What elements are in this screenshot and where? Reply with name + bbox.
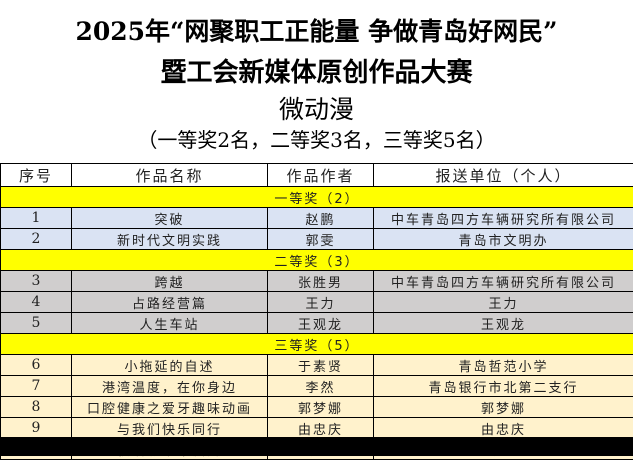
title-line-1: 2025年“网聚职工正能量 争做青岛好网民” <box>0 12 633 48</box>
cell-index: 6 <box>1 355 72 376</box>
table-header-row: 序号 作品名称 作品作者 报送单位（个人） <box>1 164 633 187</box>
cell-author: 王观龙 <box>268 313 374 334</box>
title-line-2: 暨工会新媒体原创作品大赛 <box>0 52 633 89</box>
cell-unit: 王观龙 <box>374 313 633 334</box>
bottom-black-band <box>0 437 633 456</box>
cell-index: 8 <box>1 397 72 418</box>
cell-author: 张胜男 <box>268 271 374 292</box>
section-label: 二等奖（3） <box>1 250 633 271</box>
cell-unit: 由忠庆 <box>374 418 633 439</box>
cell-author: 郭雯 <box>268 229 374 250</box>
category-title: 微动漫 <box>0 90 633 126</box>
cell-work-title: 跨越 <box>72 271 268 292</box>
cell-index: 3 <box>1 271 72 292</box>
header-index: 序号 <box>1 164 72 187</box>
header-unit: 报送单位（个人） <box>374 164 633 187</box>
cell-unit: 青岛市文明办 <box>374 229 633 250</box>
cell-unit: 青岛银行市北第二支行 <box>374 376 633 397</box>
cell-index: 1 <box>1 208 72 229</box>
cell-author: 赵鹏 <box>268 208 374 229</box>
cell-author: 由忠庆 <box>268 418 374 439</box>
cell-work-title: 占路经营篇 <box>72 292 268 313</box>
section-label: 一等奖（2） <box>1 187 633 208</box>
section-header-row: 二等奖（3） <box>1 250 633 271</box>
cell-unit: 中车青岛四方车辆研究所有限公司 <box>374 208 633 229</box>
award-summary: （一等奖2名，二等奖3名，三等奖5名） <box>0 124 633 153</box>
cell-work-title: 与我们快乐同行 <box>72 418 268 439</box>
header-work-title: 作品名称 <box>72 164 268 187</box>
cell-unit: 王力 <box>374 292 633 313</box>
cell-index: 9 <box>1 418 72 439</box>
cell-author: 李然 <box>268 376 374 397</box>
cell-index: 5 <box>1 313 72 334</box>
cell-work-title: 新时代文明实践 <box>72 229 268 250</box>
cell-work-title: 突破 <box>72 208 268 229</box>
header-author: 作品作者 <box>268 164 374 187</box>
cell-index: 7 <box>1 376 72 397</box>
cell-index: 2 <box>1 229 72 250</box>
cell-index: 4 <box>1 292 72 313</box>
cell-author: 郭梦娜 <box>268 397 374 418</box>
section-header-row: 一等奖（2） <box>1 187 633 208</box>
cell-work-title: 口腔健康之爱牙趣味动画 <box>72 397 268 418</box>
section-header-row: 三等奖（5） <box>1 334 633 355</box>
cell-unit: 郭梦娜 <box>374 397 633 418</box>
section-label: 三等奖（5） <box>1 334 633 355</box>
cell-work-title: 人生车站 <box>72 313 268 334</box>
cell-unit: 中车青岛四方车辆研究所有限公司 <box>374 271 633 292</box>
cell-unit: 青岛哲范小学 <box>374 355 633 376</box>
cell-author: 王力 <box>268 292 374 313</box>
cell-author: 于素贤 <box>268 355 374 376</box>
cell-work-title: 港湾温度，在你身边 <box>72 376 268 397</box>
cell-work-title: 小拖延的自述 <box>72 355 268 376</box>
